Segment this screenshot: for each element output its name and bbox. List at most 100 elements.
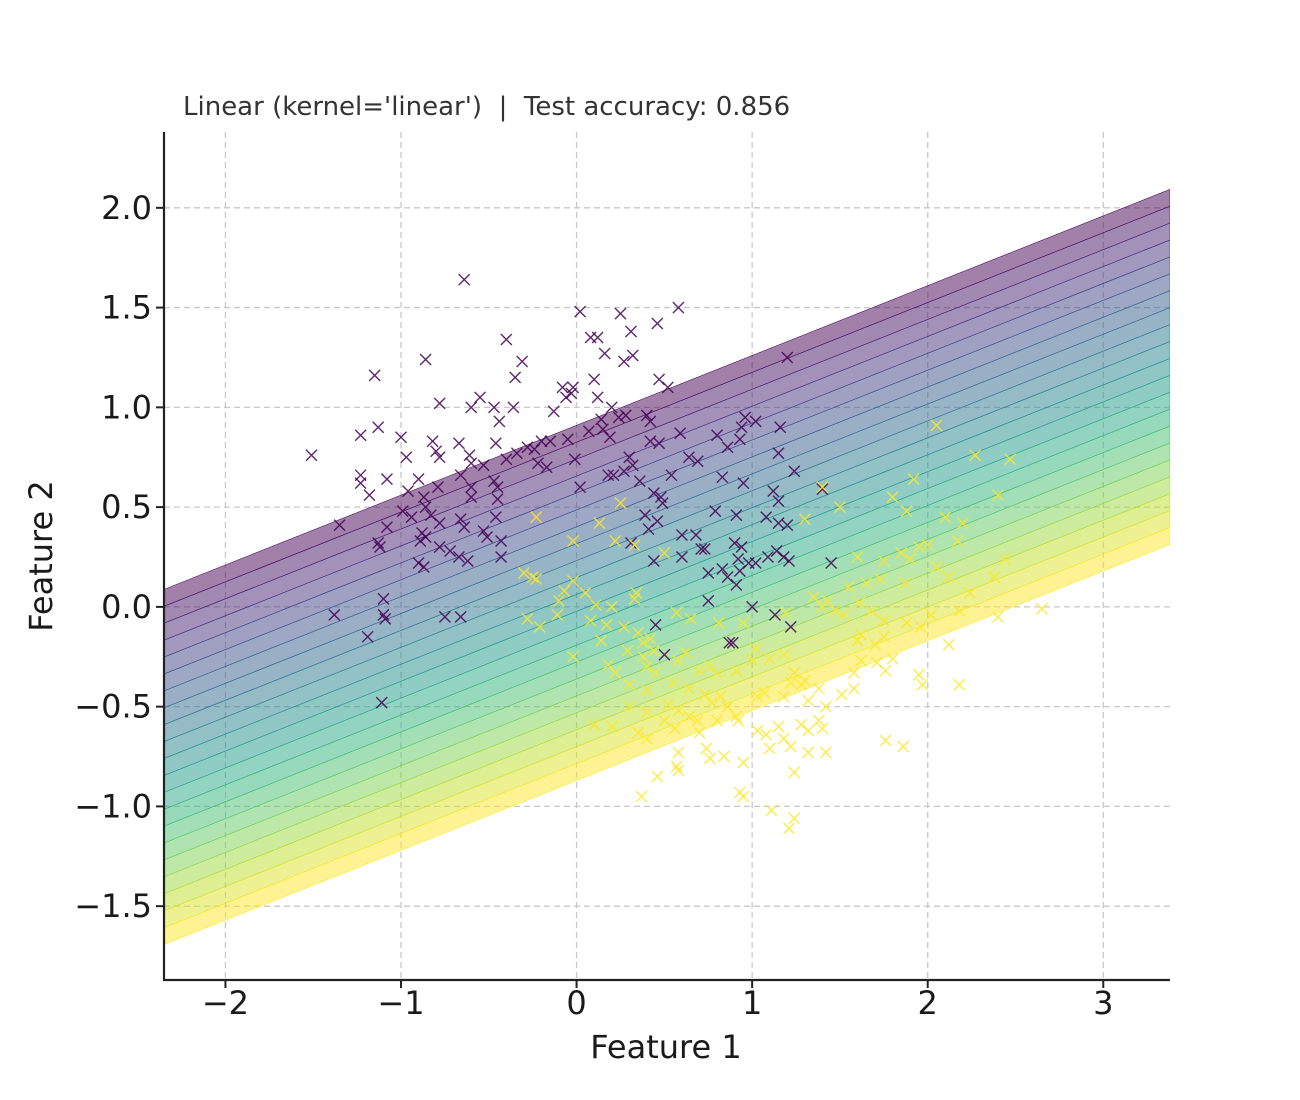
point-marker [816,600,829,613]
point-marker [774,421,787,434]
point-marker [433,541,446,554]
point-marker [640,706,653,719]
point-marker [716,471,729,484]
point-marker [651,770,664,783]
point-marker [772,720,785,733]
y-axis-label: Feature 2 [22,480,60,631]
point-marker [802,724,815,737]
point-marker [400,451,413,464]
point-marker [765,804,778,817]
point-marker [560,391,573,404]
point-marker [530,572,543,585]
point-marker [689,529,702,542]
point-marker [732,552,745,565]
point-marker [682,682,695,695]
point-marker [495,551,508,563]
point-marker [463,449,476,462]
scatter-points [305,273,1048,835]
point-marker [735,421,748,434]
point-marker [991,610,1004,623]
point-marker [672,704,685,717]
point-marker [855,628,867,641]
series-1 [517,419,1048,835]
point-marker [855,654,867,667]
point-marker [784,676,797,689]
point-marker [956,517,969,530]
point-marker [656,497,669,510]
point-marker [452,551,465,563]
point-marker [737,616,750,629]
point-marker [565,387,578,400]
point-marker [521,612,534,625]
point-marker [691,714,704,727]
point-marker [521,441,534,454]
point-marker [477,459,490,472]
band-level-13 [164,408,1170,827]
y-tick-label-1: 1.5 [101,289,152,327]
point-marker [454,513,467,526]
point-marker [667,676,680,689]
point-marker [730,509,743,522]
point-marker [784,620,797,633]
point-marker [737,477,750,490]
point-marker [737,756,750,769]
point-marker [788,766,801,779]
y-tick-label-4: 0.0 [101,588,152,626]
point-marker [658,547,671,560]
decision-band [164,188,1170,945]
point-marker [711,666,724,679]
point-marker [644,415,657,428]
band-level-18 [164,493,1170,912]
point-marker [763,742,776,755]
point-marker [633,475,646,488]
point-marker [551,608,564,621]
point-marker [333,519,346,532]
point-marker [670,760,683,773]
point-marker [709,505,722,518]
point-marker [802,694,815,707]
point-marker [602,469,615,482]
band-level-8 [164,324,1170,742]
point-marker [732,714,745,727]
point-marker [589,598,602,611]
point-marker [621,644,634,657]
point-marker [612,411,625,424]
point-marker [795,718,808,731]
band-level-10 [164,358,1170,776]
point-marker [607,469,620,482]
point-marker [798,513,811,526]
point-marker [675,551,688,563]
point-marker [582,425,595,438]
band-level-11 [164,374,1170,793]
point-marker [816,483,829,496]
point-marker [700,742,713,755]
point-marker [860,576,873,589]
point-marker [716,562,729,575]
point-marker [454,610,467,623]
point-marker [760,728,773,741]
point-marker [500,453,513,466]
x-tick-label-3: 1 [742,984,762,1022]
point-marker [465,401,478,414]
point-marker [489,437,502,450]
point-marker [651,515,664,528]
point-marker [879,734,892,747]
point-marker [305,449,318,462]
point-marker [749,415,762,428]
point-marker [726,636,739,649]
point-marker [561,433,574,446]
point-marker [877,554,890,567]
y-tick-label-0: 2.0 [101,189,152,227]
point-marker [380,473,393,486]
y-tick-label-2: 1.0 [101,388,152,426]
point-marker [430,445,443,458]
point-marker [395,431,408,444]
point-marker [603,431,616,444]
band-level-20 [164,527,1170,945]
point-marker [623,451,636,464]
point-marker [526,570,539,583]
point-marker [574,305,587,318]
point-marker [695,543,708,556]
point-marker [886,491,899,504]
point-marker [939,511,952,524]
